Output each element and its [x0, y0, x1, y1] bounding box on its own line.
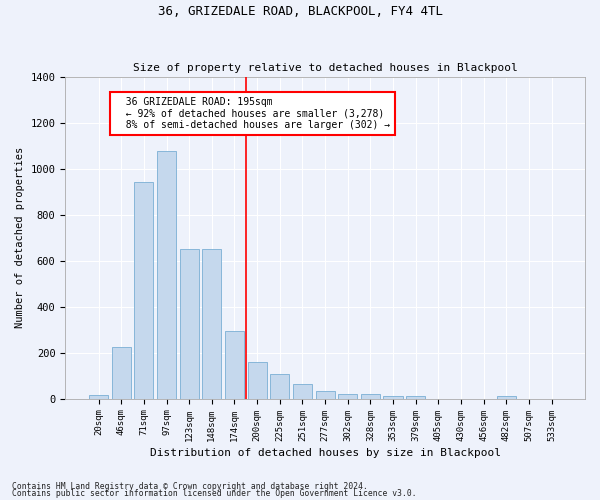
Text: Contains public sector information licensed under the Open Government Licence v3: Contains public sector information licen… — [12, 489, 416, 498]
Bar — [293, 384, 312, 398]
Bar — [248, 362, 267, 399]
Bar — [179, 249, 199, 398]
Title: Size of property relative to detached houses in Blackpool: Size of property relative to detached ho… — [133, 63, 518, 73]
Bar — [270, 374, 289, 398]
Bar — [361, 394, 380, 398]
Bar — [497, 396, 516, 398]
Bar — [112, 347, 131, 399]
X-axis label: Distribution of detached houses by size in Blackpool: Distribution of detached houses by size … — [149, 448, 500, 458]
Bar — [202, 249, 221, 398]
Bar — [316, 390, 335, 398]
Bar — [383, 396, 403, 398]
Text: Contains HM Land Registry data © Crown copyright and database right 2024.: Contains HM Land Registry data © Crown c… — [12, 482, 368, 491]
Y-axis label: Number of detached properties: Number of detached properties — [15, 147, 25, 328]
Bar — [157, 152, 176, 398]
Bar — [134, 182, 154, 398]
Text: 36, GRIZEDALE ROAD, BLACKPOOL, FY4 4TL: 36, GRIZEDALE ROAD, BLACKPOOL, FY4 4TL — [157, 5, 443, 18]
Bar — [406, 396, 425, 398]
Text: 36 GRIZEDALE ROAD: 195sqm
  ← 92% of detached houses are smaller (3,278)
  8% of: 36 GRIZEDALE ROAD: 195sqm ← 92% of detac… — [115, 98, 391, 130]
Bar — [338, 394, 358, 398]
Bar — [225, 330, 244, 398]
Bar — [89, 395, 108, 398]
